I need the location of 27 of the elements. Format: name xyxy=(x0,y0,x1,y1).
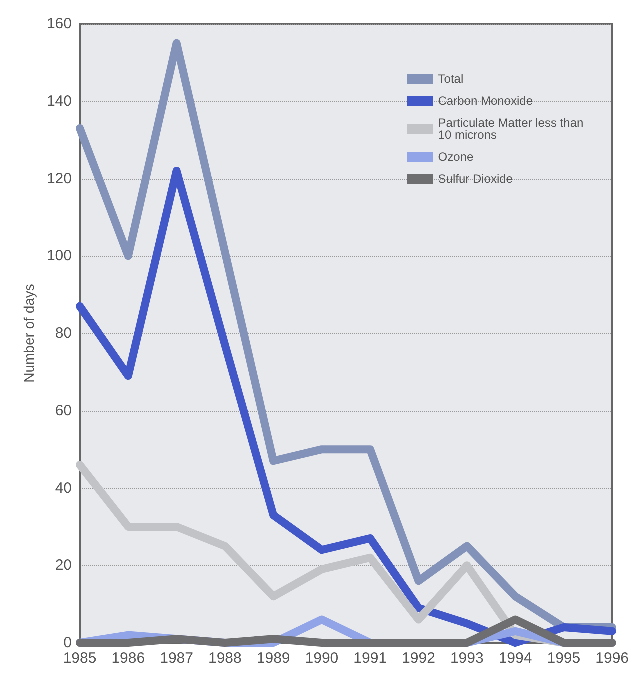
legend-label: Sulfur Dioxide xyxy=(438,172,514,186)
legend-label: Total xyxy=(438,72,464,86)
x-tick-label: 1989 xyxy=(256,650,290,667)
legend-label: Ozone xyxy=(438,150,474,164)
y-tick-label: 0 xyxy=(64,634,72,652)
y-tick-label: 20 xyxy=(55,557,72,574)
y-tick-label: 40 xyxy=(55,480,72,497)
y-tick-label: 160 xyxy=(46,16,72,32)
x-tick-label: 1995 xyxy=(547,650,581,667)
y-tick-label: 120 xyxy=(46,170,72,188)
x-tick-label: 1990 xyxy=(305,650,339,667)
x-tick-label: 1994 xyxy=(498,650,532,667)
x-tick-label: 1986 xyxy=(112,650,146,667)
y-tick-label: 80 xyxy=(55,325,72,342)
y-tick-label: 60 xyxy=(55,402,72,420)
x-tick-label: 1985 xyxy=(63,650,97,667)
x-tick-label: 1992 xyxy=(402,650,436,667)
legend-label: Carbon Monoxide xyxy=(438,94,534,108)
x-tick-label: 1993 xyxy=(450,650,484,667)
x-tick-label: 1987 xyxy=(160,650,194,667)
x-tick-label: 1988 xyxy=(208,650,242,667)
x-tick-label: 1991 xyxy=(354,650,388,667)
y-axis-title: Number of days xyxy=(21,284,37,383)
x-tick-label: 1996 xyxy=(596,650,630,667)
y-tick-label: 100 xyxy=(46,248,72,265)
legend-label: Particulate Matter less than 10 microns xyxy=(438,116,587,142)
y-tick-label: 140 xyxy=(46,92,72,110)
